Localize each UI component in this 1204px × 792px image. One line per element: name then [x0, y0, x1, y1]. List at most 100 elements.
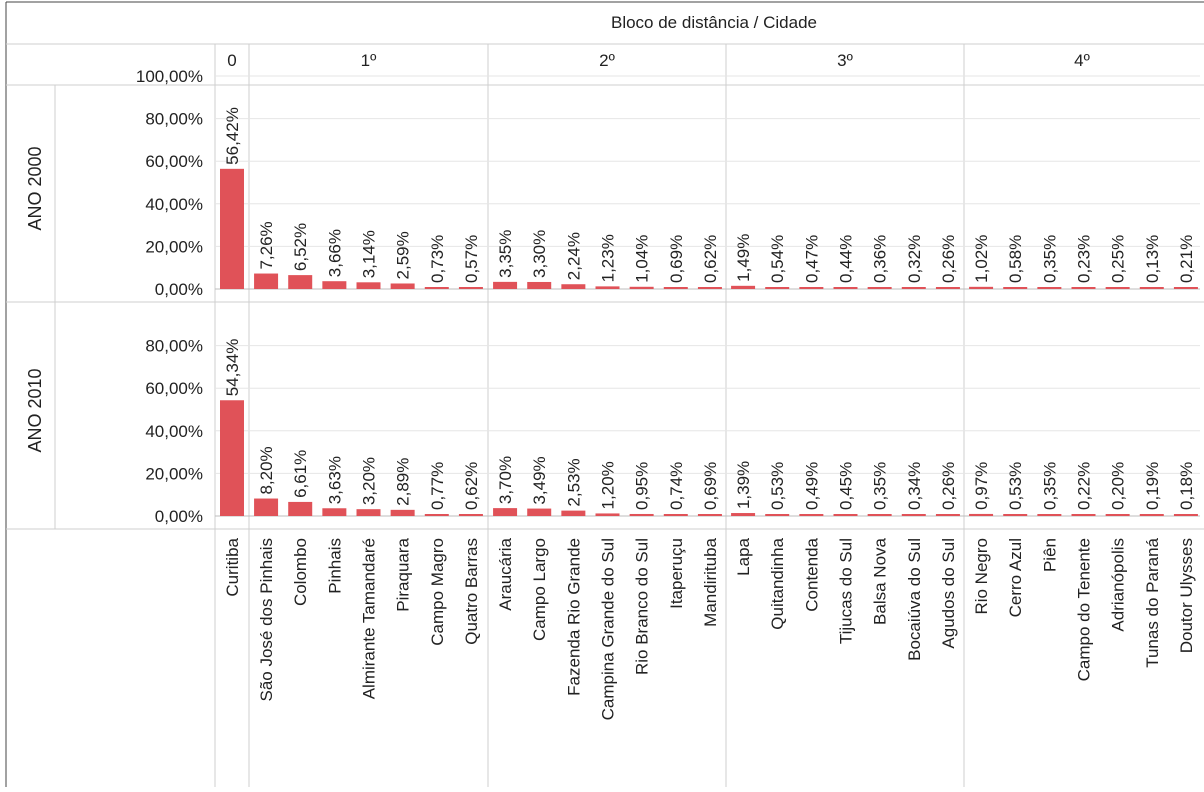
data-label: 6,61%	[291, 450, 310, 498]
bar	[595, 513, 620, 516]
category-label: Almirante Tamandaré	[360, 538, 379, 699]
data-label: 0,53%	[1006, 462, 1025, 510]
bar	[935, 514, 960, 516]
bar	[595, 286, 620, 289]
category-label: Araucária	[496, 537, 515, 610]
bar	[731, 285, 756, 289]
data-label: 0,73%	[428, 235, 447, 283]
data-label: 0,35%	[1040, 235, 1059, 283]
category-label: Lapa	[734, 537, 753, 575]
category-label: Quitandinha	[768, 537, 787, 629]
category-label: Campo do Tenente	[1075, 538, 1094, 681]
y-tick-label: 60,00%	[145, 152, 203, 171]
data-label: 3,70%	[496, 456, 515, 504]
data-label: 0,23%	[1075, 235, 1094, 283]
data-label: 0,49%	[802, 462, 821, 510]
bar	[254, 498, 279, 516]
category-label: Doutor Ulysses	[1177, 538, 1196, 653]
category-label: Piên	[1040, 538, 1059, 572]
category-label: Mandirituba	[701, 537, 720, 626]
bar	[1071, 287, 1096, 289]
category-label: Quatro Barras	[462, 538, 481, 645]
series-label: ANO 2000	[25, 146, 45, 230]
y-tick-label: 20,00%	[145, 237, 203, 256]
bar	[493, 508, 518, 516]
data-label: 0,58%	[1006, 235, 1025, 283]
group-label: 2º	[599, 51, 615, 70]
data-label: 0,20%	[1109, 462, 1128, 510]
data-label: 0,13%	[1143, 235, 1162, 283]
bar	[220, 400, 244, 516]
bar	[220, 168, 244, 289]
data-label: 3,63%	[325, 456, 344, 504]
category-label: Adrianópolis	[1109, 538, 1128, 632]
bar	[969, 286, 994, 289]
category-label: Piraquara	[394, 537, 413, 611]
bar	[1037, 287, 1062, 289]
data-label: 2,24%	[564, 232, 583, 280]
bar	[424, 514, 449, 516]
data-label: 0,54%	[768, 235, 787, 283]
data-label: 56,42%	[223, 107, 242, 165]
category-label: São José dos Pinhais	[257, 538, 276, 702]
data-label: 0,32%	[905, 235, 924, 283]
data-label: 3,14%	[360, 230, 379, 278]
group-label: 4º	[1074, 51, 1090, 70]
bar	[799, 287, 824, 289]
data-label: 0,45%	[837, 462, 856, 510]
group-label: 3º	[837, 51, 853, 70]
data-label: 2,53%	[564, 458, 583, 506]
data-label: 0,22%	[1075, 462, 1094, 510]
bar	[1173, 514, 1198, 516]
category-label: Colombo	[291, 538, 310, 606]
bar	[663, 287, 688, 289]
category-label: Fazenda Rio Grande	[564, 538, 583, 696]
data-label: 0,34%	[905, 462, 924, 510]
data-label: 3,66%	[325, 229, 344, 277]
bar	[731, 513, 756, 516]
data-label: 0,35%	[1040, 462, 1059, 510]
bar	[765, 287, 790, 289]
data-label: 0,97%	[972, 462, 991, 510]
bar	[833, 514, 858, 516]
bar	[833, 287, 858, 289]
y-tick-label: 0,00%	[155, 280, 203, 299]
data-label: 0,47%	[802, 235, 821, 283]
bar	[527, 508, 552, 516]
bar	[901, 514, 926, 516]
bar	[356, 282, 381, 289]
y-tick-label: 80,00%	[145, 110, 203, 129]
data-label: 1,02%	[972, 235, 991, 283]
data-label: 3,20%	[360, 457, 379, 505]
data-label: 6,52%	[291, 223, 310, 271]
data-label: 0,44%	[837, 235, 856, 283]
data-label: 0,19%	[1143, 462, 1162, 510]
data-label: 3,35%	[496, 230, 515, 278]
bar	[424, 287, 449, 289]
bar	[254, 273, 279, 289]
category-label: Contenda	[802, 537, 821, 611]
category-label: Agudos do Sul	[939, 538, 958, 649]
bar	[1071, 514, 1096, 516]
data-label: 0,53%	[768, 462, 787, 510]
data-label: 7,26%	[257, 221, 276, 269]
category-label: Rio Branco do Sul	[633, 538, 652, 675]
data-label: 0,35%	[871, 462, 890, 510]
y-tick-label: 80,00%	[145, 337, 203, 356]
bar	[1037, 514, 1062, 516]
bar	[322, 281, 347, 289]
data-label: 0,62%	[701, 235, 720, 283]
data-label: 0,74%	[667, 462, 686, 510]
data-label: 1,23%	[599, 234, 618, 282]
category-label: Campo Largo	[530, 538, 549, 641]
bar	[493, 281, 518, 289]
data-label: 0,25%	[1109, 235, 1128, 283]
y-tick-label: 40,00%	[145, 195, 203, 214]
bar	[1139, 287, 1164, 289]
data-label: 0,26%	[939, 462, 958, 510]
data-label: 1,39%	[734, 461, 753, 509]
bar	[458, 514, 483, 516]
bar	[288, 501, 313, 516]
